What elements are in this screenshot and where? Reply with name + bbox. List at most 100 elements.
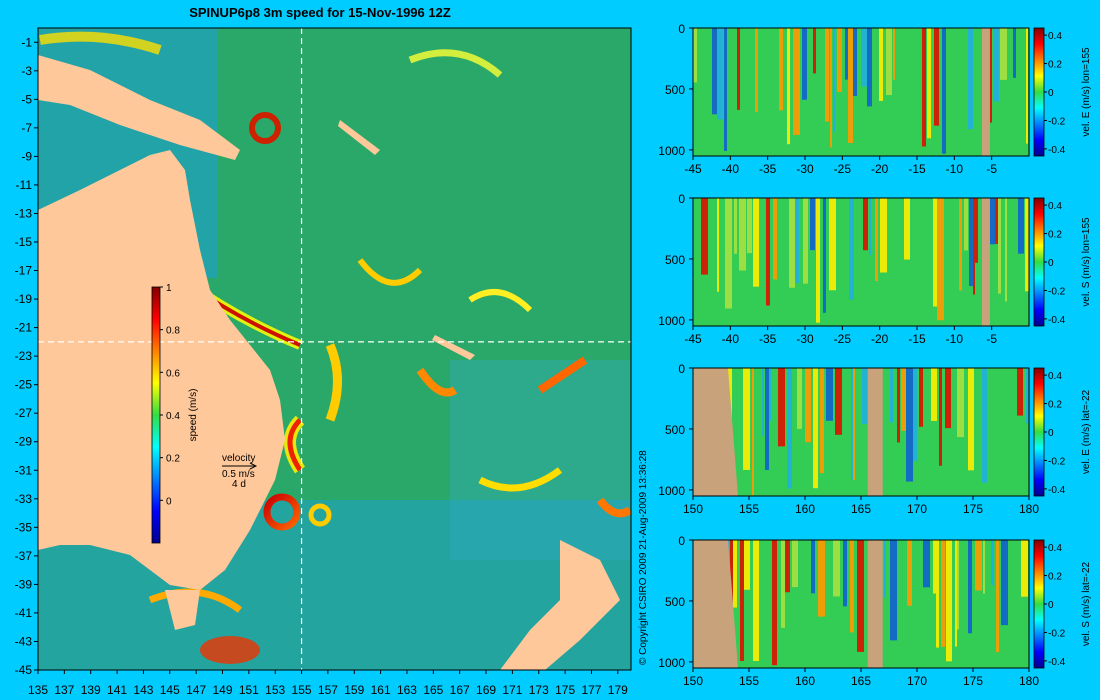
section-title: vel. E (m/s) lon=155 bbox=[1081, 47, 1092, 137]
section-panel-4: 150 155 160 165 170 175 180 0 500 1000 0.4 0.2 0 -0.2… bbox=[658, 534, 1092, 688]
map-x-tick-label: 143 bbox=[133, 683, 153, 697]
velocity-key-speed: 0.5 m/s bbox=[222, 469, 255, 480]
map-x-tick-label: 167 bbox=[450, 683, 470, 697]
section-x-tick-label: -45 bbox=[684, 332, 702, 346]
section-colorbar-tick-label: 0 bbox=[1048, 600, 1054, 611]
map-x-tick-label: 141 bbox=[107, 683, 127, 697]
section-y-tick-label: 0 bbox=[678, 22, 685, 36]
section-x-tick-label: 180 bbox=[1019, 674, 1039, 688]
map-x-tick-label: 147 bbox=[186, 683, 206, 697]
land-tasmania bbox=[165, 590, 200, 630]
map-x-tick-label: 175 bbox=[555, 683, 575, 697]
map-y-tick-label: -43 bbox=[15, 634, 33, 648]
section-colorbar-tick-label: -0.4 bbox=[1048, 145, 1066, 156]
map-x-tick-label: 157 bbox=[318, 683, 338, 697]
section-y-tick-label: 500 bbox=[665, 595, 685, 609]
map-y-tick-label: -11 bbox=[16, 178, 33, 192]
map-y-tick-label: -33 bbox=[15, 492, 33, 506]
land-new-guinea bbox=[38, 55, 240, 160]
map-title: SPINUP6p8 3m speed for 15-Nov-1996 12Z bbox=[189, 5, 451, 20]
map-y-tick-label: -25 bbox=[15, 378, 33, 392]
land-mask bbox=[981, 28, 990, 156]
section-x-tick-label: -5 bbox=[986, 332, 997, 346]
section-x-tick-label: -30 bbox=[796, 332, 814, 346]
section-x-tick-label: -20 bbox=[871, 162, 889, 176]
section-colorbar-tick-label: 0.4 bbox=[1048, 371, 1062, 382]
section-x-tick-label: -40 bbox=[722, 332, 740, 346]
section-title: vel. S (m/s) lon=155 bbox=[1081, 217, 1092, 307]
section-colorbar-tick-label: -0.4 bbox=[1048, 657, 1066, 668]
section-heatmap bbox=[693, 540, 1029, 668]
section-x-tick-label: 160 bbox=[795, 674, 815, 688]
map-y-tick-label: -19 bbox=[15, 292, 33, 306]
section-colorbar bbox=[1033, 539, 1045, 669]
map-y-tick-label: -27 bbox=[15, 406, 33, 420]
section-panels: -45 -40 -35 -30 -25 -20 -15 -10 -5 0 500 1000 0.4 0.2… bbox=[658, 22, 1092, 688]
map-grid-lines bbox=[38, 28, 631, 670]
map-x-tick-label: 149 bbox=[212, 683, 232, 697]
velocity-key-title: velocity bbox=[222, 453, 255, 464]
section-y-tick-label: 500 bbox=[665, 83, 685, 97]
section-colorbar-tick-label: -0.2 bbox=[1048, 628, 1066, 639]
land-mask bbox=[693, 368, 738, 496]
speed-colorbar-tick-label: 0.8 bbox=[166, 326, 180, 337]
map-land bbox=[38, 55, 620, 670]
land-mask bbox=[693, 540, 738, 668]
land-australia bbox=[38, 150, 285, 590]
speed-colorbar-tick-label: 0.4 bbox=[166, 411, 180, 422]
map-x-tick-label: 177 bbox=[581, 683, 601, 697]
map-x-tick-label: 179 bbox=[608, 683, 628, 697]
section-colorbar-tick-label: 0.2 bbox=[1048, 230, 1062, 241]
map-y-tick-label: -39 bbox=[15, 577, 33, 591]
section-x-tick-label: 150 bbox=[683, 502, 703, 516]
section-colorbar-tick-label: -0.2 bbox=[1048, 456, 1066, 467]
map-x-tick-label: 169 bbox=[476, 683, 496, 697]
section-colorbar-tick-label: 0.2 bbox=[1048, 400, 1062, 411]
section-colorbar-tick-label: -0.4 bbox=[1048, 485, 1066, 496]
section-colorbar bbox=[1033, 197, 1045, 327]
section-title: vel. E (m/s) lat=-22 bbox=[1081, 389, 1092, 474]
section-y-tick-label: 1000 bbox=[658, 144, 685, 158]
section-x-tick-label: 180 bbox=[1019, 502, 1039, 516]
map-x-ticks: 135 137 139 141 143 145 147 149 151 153 155 157 159 1… bbox=[28, 670, 628, 697]
section-x-tick-label: 170 bbox=[907, 502, 927, 516]
map-y-tick-label: -29 bbox=[15, 435, 33, 449]
map-x-tick-label: 161 bbox=[371, 683, 391, 697]
section-y-tick-label: 500 bbox=[665, 253, 685, 267]
section-colorbar-tick-label: 0.4 bbox=[1048, 201, 1062, 212]
map-x-tick-label: 151 bbox=[239, 683, 259, 697]
section-colorbar-tick-label: 0 bbox=[1048, 258, 1054, 269]
section-x-tick-label: 155 bbox=[739, 502, 759, 516]
section-x-tick-label: -30 bbox=[796, 162, 814, 176]
speed-colorbar-label: speed (m/s) bbox=[188, 389, 199, 442]
section-y-tick-label: 1000 bbox=[658, 314, 685, 328]
section-y-tick-label: 0 bbox=[678, 362, 685, 376]
section-colorbar bbox=[1033, 27, 1045, 157]
section-colorbar-tick-label: -0.2 bbox=[1048, 286, 1066, 297]
speed-colorbar-tick-label: 0 bbox=[166, 496, 172, 507]
map-x-tick-label: 171 bbox=[502, 683, 522, 697]
section-y-tick-label: 1000 bbox=[658, 656, 685, 670]
section-x-tick-label: -20 bbox=[871, 332, 889, 346]
section-x-tick-label: -10 bbox=[946, 162, 964, 176]
section-x-tick-label: -25 bbox=[834, 162, 852, 176]
speed-colorbar-tick-label: 1 bbox=[166, 283, 172, 294]
section-x-tick-label: -5 bbox=[986, 162, 997, 176]
section-colorbar-tick-label: 0.2 bbox=[1048, 572, 1062, 583]
section-x-tick-label: -35 bbox=[759, 162, 777, 176]
section-x-tick-label: -45 bbox=[684, 162, 702, 176]
section-panel-3: 150 155 160 165 170 175 180 0 500 1000 0.4 0.2 0 -0.2… bbox=[658, 362, 1092, 516]
section-x-tick-label: 165 bbox=[851, 674, 871, 688]
section-heatmap bbox=[693, 28, 1029, 156]
land-mask bbox=[867, 368, 883, 496]
map-x-tick-label: 163 bbox=[397, 683, 417, 697]
section-x-tick-label: 170 bbox=[907, 674, 927, 688]
map-x-tick-label: 173 bbox=[529, 683, 549, 697]
map-y-tick-label: -23 bbox=[15, 349, 33, 363]
section-x-tick-label: 175 bbox=[963, 674, 983, 688]
speed-colorbar-tick-label: 0.2 bbox=[166, 454, 180, 465]
map-y-tick-label: -21 bbox=[15, 321, 33, 335]
map-y-tick-label: -35 bbox=[15, 520, 33, 534]
section-colorbar-tick-label: -0.2 bbox=[1048, 116, 1066, 127]
